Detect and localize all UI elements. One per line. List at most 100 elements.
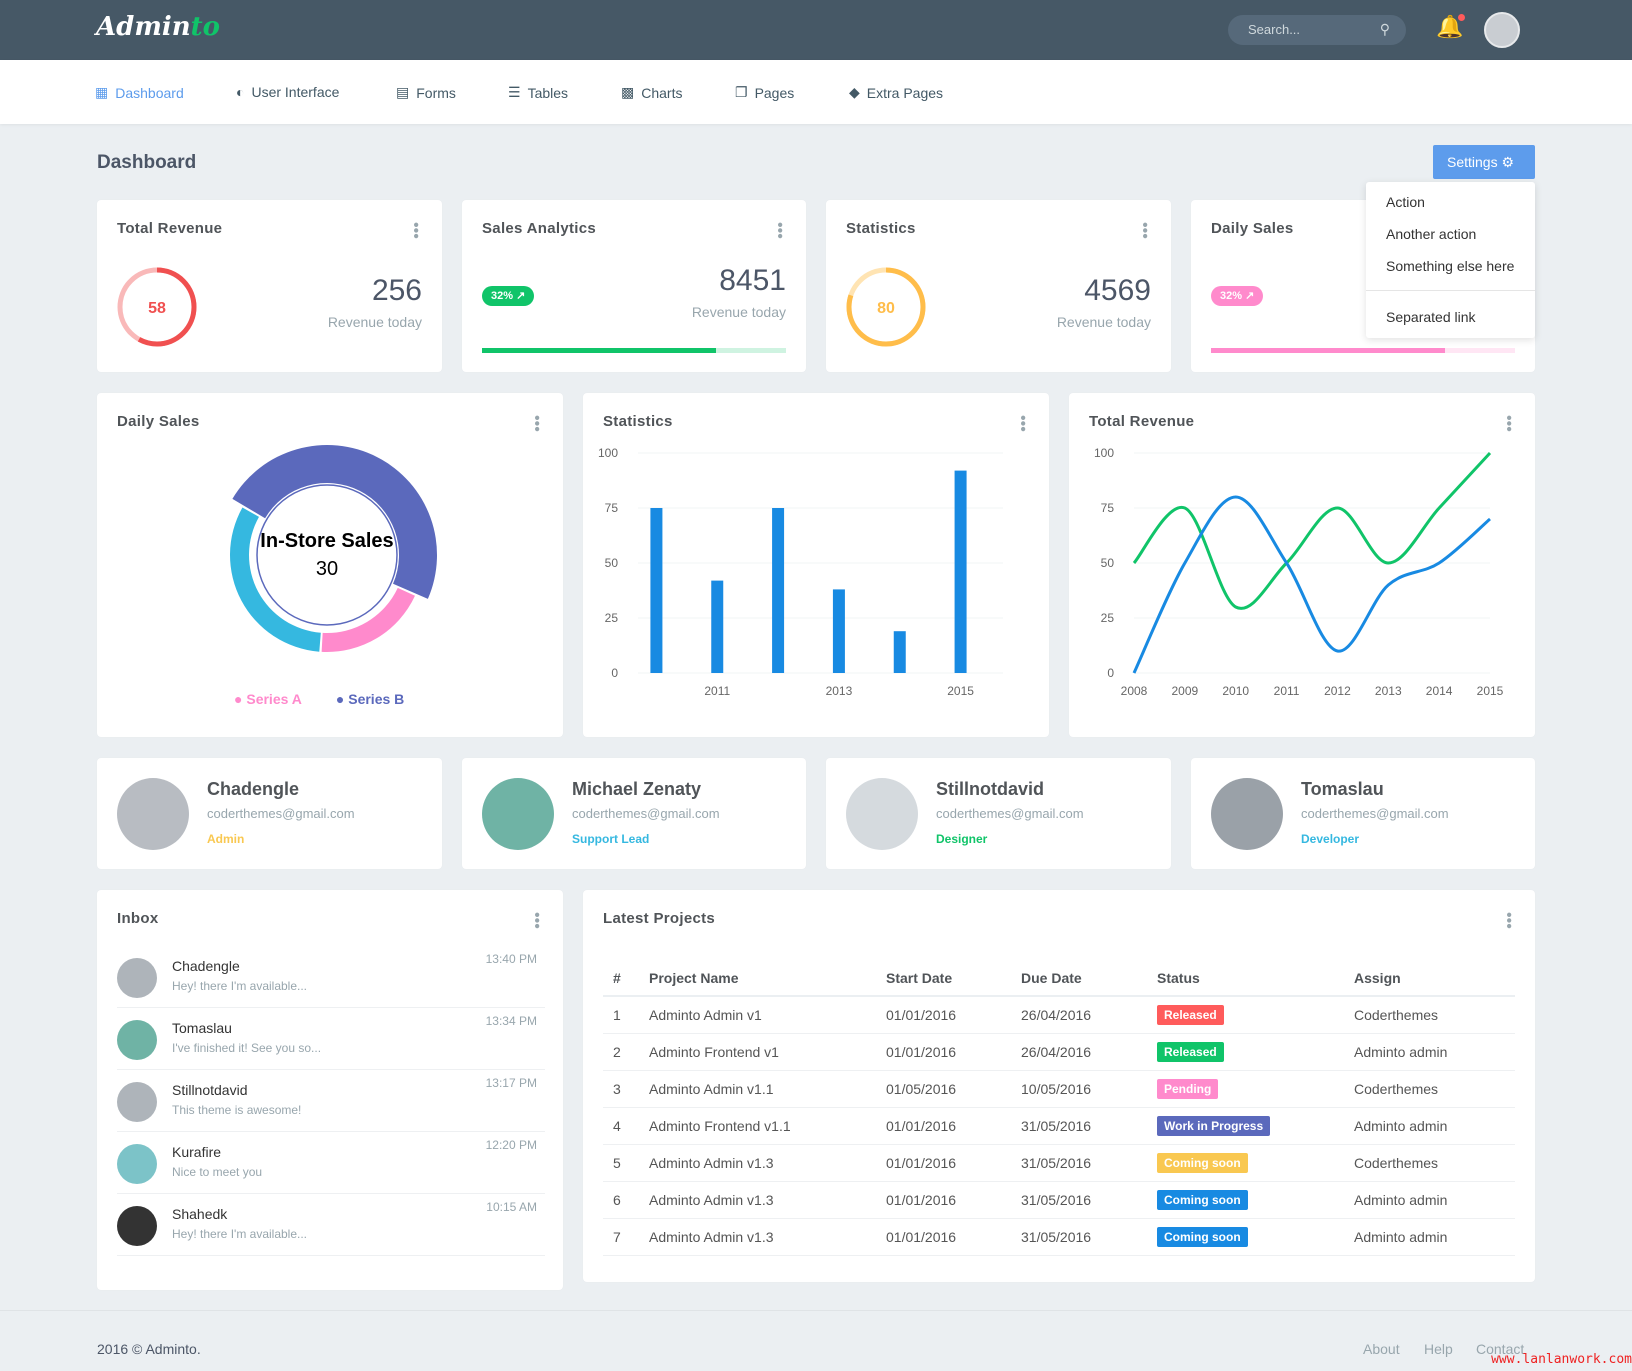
more-icon[interactable]: •••	[1014, 415, 1031, 432]
profile-name: Stillnotdavid	[936, 779, 1044, 799]
table-cell: Adminto Admin v1.3	[639, 1144, 876, 1182]
card-title: Daily Sales	[117, 413, 200, 430]
search-icon[interactable]: ⚲	[1379, 21, 1390, 37]
table-row[interactable]: 5 Adminto Admin v1.3 01/01/2016 31/05/2016 C…	[603, 1144, 1515, 1182]
table-row[interactable]: 4 Adminto Frontend v1.1 01/01/2016 31/05/20…	[603, 1107, 1515, 1145]
nav-user-interface[interactable]: ◐ User Interface	[236, 84, 340, 100]
nav-forms[interactable]: ▤ Forms	[396, 84, 456, 101]
table-cell: 4	[603, 1107, 639, 1145]
more-icon[interactable]: •••	[1500, 912, 1517, 929]
profile-card[interactable]: Tomaslau coderthemes@gmail.com Developer	[1191, 758, 1535, 869]
donut-chart: In-Store Sales 30	[229, 445, 437, 652]
avatar	[117, 958, 157, 998]
table-row[interactable]: 3 Adminto Admin v1.1 01/05/2016 10/05/2016 P…	[603, 1070, 1515, 1108]
donut-slice	[232, 445, 437, 599]
menu-item-something-else[interactable]: Something else here	[1386, 258, 1515, 274]
card-title: Statistics	[603, 413, 673, 430]
table-row[interactable]: 6 Adminto Admin v1.3 01/01/2016 31/05/2016 C…	[603, 1181, 1515, 1219]
inbox-item[interactable]: Stillnotdavid This theme is awesome! 13:17…	[117, 1070, 545, 1132]
footer-link-about[interactable]: About	[1363, 1341, 1400, 1357]
profile-role: Admin	[207, 832, 245, 846]
profile-card[interactable]: Stillnotdavid coderthemes@gmail.com Desi…	[826, 758, 1171, 869]
table-cell: 01/01/2016	[876, 1144, 1011, 1182]
table-cell: Coming soon	[1147, 1218, 1344, 1256]
table-cell: 31/05/2016	[1011, 1144, 1147, 1182]
table-cell: Coderthemes	[1344, 1144, 1515, 1182]
table-cell: Coderthemes	[1344, 996, 1515, 1034]
more-icon[interactable]: •••	[1500, 415, 1517, 432]
nav-charts[interactable]: ▩ Charts	[621, 84, 683, 101]
inbox-item[interactable]: Chadengle Hey! there I'm available... 13:4…	[117, 946, 545, 1008]
y-tick-label: 25	[605, 611, 619, 625]
table-cell: 26/04/2016	[1011, 996, 1147, 1034]
more-icon[interactable]: •••	[1136, 222, 1153, 239]
forms-icon: ▤	[396, 84, 410, 100]
profile-name: Tomaslau	[1301, 779, 1384, 799]
inbox-item[interactable]: Shahedk Hey! there I'm available... 10:15 …	[117, 1194, 545, 1256]
footer-link-contact[interactable]: Contact	[1476, 1341, 1525, 1357]
column-header: Start Date	[876, 960, 1011, 997]
notification-bell-icon[interactable]: 🔔	[1436, 14, 1466, 39]
daily-sales-chart-card: Daily Sales ••• In-Store Sales 30 ● Seri…	[97, 393, 563, 737]
logo[interactable]: Adminto	[96, 12, 221, 42]
y-tick-label: 75	[605, 501, 619, 515]
projects-table: # Project Name Start Date Due Date Statu…	[603, 960, 1515, 1256]
donut-slice	[229, 507, 321, 652]
inbox-item[interactable]: Kurafire Nice to meet you 12:20 PM	[117, 1132, 545, 1194]
copyright: 2016 © Adminto.	[97, 1341, 201, 1357]
progress-bar	[1211, 348, 1515, 353]
widget-value: 4569	[1084, 274, 1151, 307]
more-icon[interactable]: •••	[407, 222, 424, 239]
search-input[interactable]: Search... ⚲	[1228, 15, 1406, 45]
statistics-chart-card: Statistics ••• 0 25 50 75 100 2011 2013 2015	[583, 393, 1049, 737]
menu-item-separated-link[interactable]: Separated link	[1386, 309, 1476, 325]
widget-sales-analytics: Sales Analytics ••• 32% ↗ 8451 Revenue t…	[462, 200, 806, 372]
y-tick-label: 50	[1101, 556, 1115, 570]
trend-badge: 32% ↗	[1211, 286, 1264, 306]
profile-name: Chadengle	[207, 779, 300, 799]
table-cell: 31/05/2016	[1011, 1181, 1147, 1219]
avatar	[482, 778, 554, 850]
table-row[interactable]: 7 Adminto Admin v1.3 01/01/2016 31/05/2016 C…	[603, 1218, 1515, 1256]
footer-link-help[interactable]: Help	[1424, 1341, 1453, 1357]
inbox-item[interactable]: Tomaslau I've finished it! See you so... 1…	[117, 1008, 545, 1070]
profile-role: Developer	[1301, 832, 1360, 846]
x-tick-label: 2011	[704, 684, 730, 698]
watermark: www.lanlanwork.com	[1491, 1352, 1632, 1367]
table-cell: Coderthemes	[1344, 1070, 1515, 1108]
table-row[interactable]: 1 Adminto Admin v1 01/01/2016 26/04/2016 Rel…	[603, 996, 1515, 1034]
widget-label: Revenue today	[327, 314, 422, 330]
table-cell: Adminto Frontend v1.1	[639, 1107, 876, 1145]
table-cell: Adminto admin	[1344, 1107, 1515, 1145]
donut-center-value: 30	[316, 558, 338, 580]
table-row[interactable]: 2 Adminto Frontend v1 01/01/2016 26/04/2016…	[603, 1033, 1515, 1071]
more-icon[interactable]: •••	[528, 415, 545, 432]
profile-name: Michael Zenaty	[572, 779, 702, 799]
x-tick-label: 2009	[1172, 684, 1199, 698]
bar	[893, 631, 906, 673]
x-tick-label: 2013	[826, 684, 853, 698]
nav-tables[interactable]: ☰ Tables	[508, 84, 569, 101]
gear-icon: ⚙	[1501, 154, 1515, 170]
column-header: Status	[1147, 960, 1344, 997]
more-icon[interactable]: •••	[528, 912, 545, 929]
nav-dashboard[interactable]: ▦ Dashboard	[95, 84, 184, 101]
profile-card[interactable]: Michael Zenaty coderthemes@gmail.com Sup…	[462, 758, 806, 869]
profile-email: coderthemes@gmail.com	[936, 806, 1084, 821]
nav-extra-pages[interactable]: ◆ Extra Pages	[849, 84, 944, 101]
card-title: Total Revenue	[1089, 413, 1195, 430]
menu-item-action[interactable]: Action	[1386, 194, 1425, 210]
nav-pages[interactable]: ❐ Pages	[735, 84, 795, 101]
user-avatar[interactable]	[1484, 12, 1520, 48]
x-tick-label: 2015	[1477, 684, 1504, 698]
table-cell: 01/01/2016	[876, 1218, 1011, 1256]
x-tick-label: 2013	[1375, 684, 1402, 698]
trend-badge: 32% ↗	[482, 286, 535, 306]
settings-button[interactable]: Settings ⚙	[1433, 145, 1535, 179]
menu-item-another-action[interactable]: Another action	[1386, 226, 1477, 242]
status-badge: Coming soon	[1157, 1226, 1248, 1247]
more-icon[interactable]: •••	[771, 222, 788, 239]
status-badge: Pending	[1157, 1078, 1219, 1099]
y-tick-label: 100	[1094, 446, 1114, 460]
profile-card[interactable]: Chadengle coderthemes@gmail.com Admin	[97, 758, 442, 869]
